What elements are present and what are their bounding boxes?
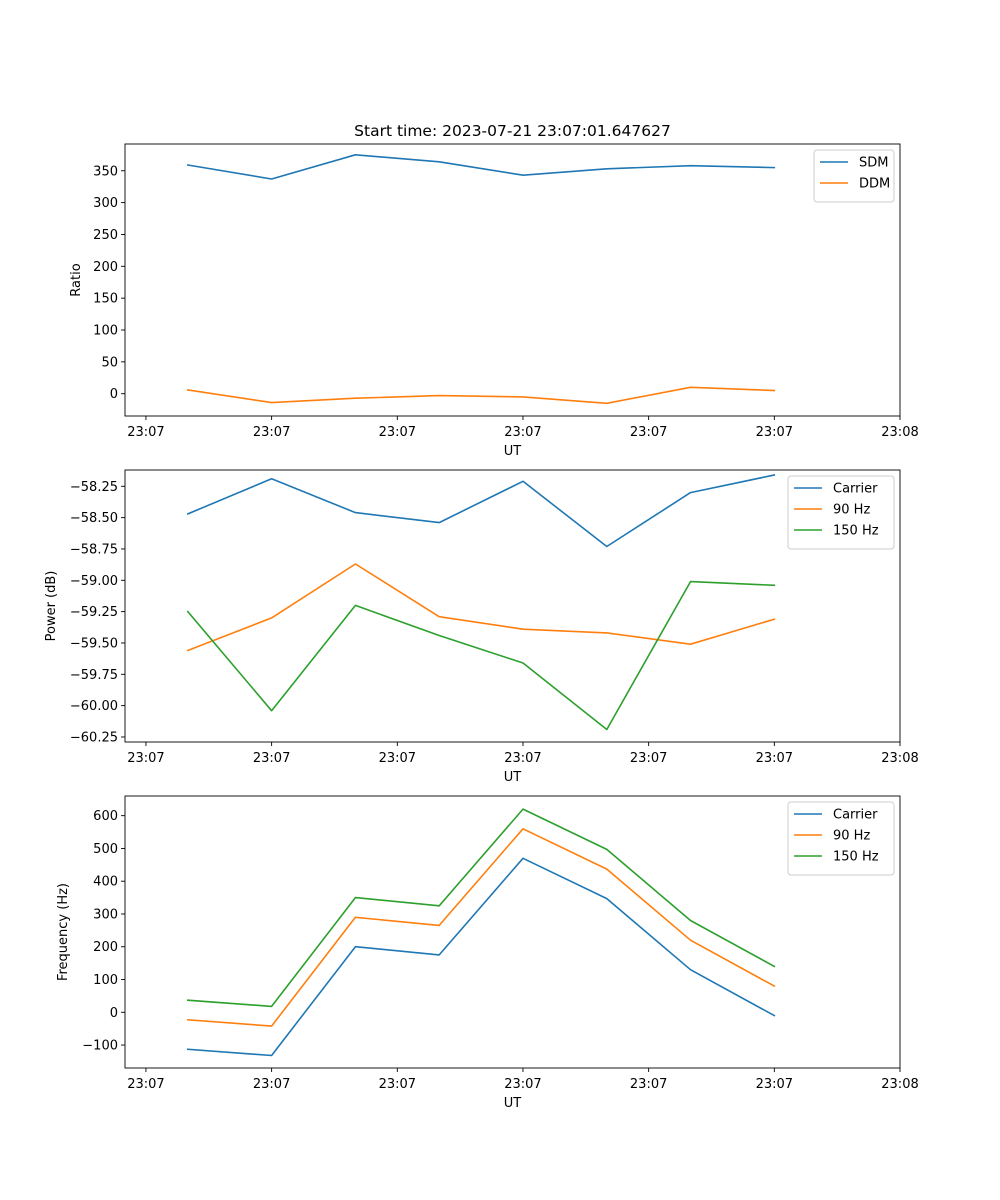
x-tick-label: 23:07 bbox=[127, 425, 164, 440]
y-tick-label: −100 bbox=[82, 1039, 118, 1054]
x-tick-label: 23:07 bbox=[756, 425, 793, 440]
x-tick-label: 23:07 bbox=[127, 751, 164, 766]
x-tick-label: 23:07 bbox=[379, 425, 416, 440]
y-tick-label: −59.25 bbox=[70, 605, 118, 620]
series-line-90-hz bbox=[186, 563, 776, 652]
y-tick-label: 0 bbox=[110, 387, 118, 402]
series-line-150-hz bbox=[186, 580, 776, 731]
y-axis-label: Power (dB) bbox=[44, 571, 59, 642]
y-axis-label: Ratio bbox=[69, 263, 84, 296]
x-axis-label: UT bbox=[504, 444, 522, 459]
y-tick-label: −58.50 bbox=[70, 511, 118, 526]
legend-entry-label: Carrier bbox=[833, 808, 878, 823]
y-tick-label: −58.75 bbox=[70, 542, 118, 557]
chart-title: Start time: 2023-07-21 23:07:01.647627 bbox=[354, 122, 671, 140]
y-tick-label: 100 bbox=[93, 973, 118, 988]
axes-frame bbox=[124, 143, 901, 417]
y-tick-label: 150 bbox=[93, 292, 118, 307]
y-tick-label: 50 bbox=[101, 355, 118, 370]
legend-entry-label: 90 Hz bbox=[833, 829, 870, 844]
series-line-carrier bbox=[186, 857, 776, 1057]
x-tick-label: 23:07 bbox=[253, 751, 290, 766]
x-axis-label: UT bbox=[504, 1096, 522, 1111]
legend-entry-label: SDM bbox=[859, 156, 888, 171]
legend-box bbox=[813, 149, 895, 203]
legend-entry-label: Carrier bbox=[833, 482, 878, 497]
legend-entry-label: 150 Hz bbox=[833, 524, 879, 539]
x-tick-label: 23:08 bbox=[881, 1077, 918, 1092]
series-line-sdm bbox=[186, 154, 776, 180]
y-tick-label: −59.00 bbox=[70, 574, 118, 589]
legend-entry-label: 150 Hz bbox=[833, 850, 879, 865]
x-tick-label: 23:07 bbox=[504, 425, 541, 440]
series-line-carrier bbox=[186, 474, 776, 548]
y-tick-label: 200 bbox=[93, 260, 118, 275]
series-line-ddm bbox=[186, 386, 776, 405]
y-tick-label: 200 bbox=[93, 940, 118, 955]
legend: Carrier 90 Hz 150 Hz bbox=[787, 801, 895, 876]
x-tick-label: 23:07 bbox=[504, 751, 541, 766]
y-tick-label: −60.00 bbox=[70, 699, 118, 714]
x-axis-label: UT bbox=[504, 770, 522, 785]
x-tick-label: 23:07 bbox=[253, 425, 290, 440]
y-tick-label: 250 bbox=[93, 228, 118, 243]
x-tick-label: 23:07 bbox=[127, 1077, 164, 1092]
y-tick-label: 300 bbox=[93, 907, 118, 922]
x-tick-label: 23:08 bbox=[881, 425, 918, 440]
x-tick-label: 23:07 bbox=[756, 1077, 793, 1092]
x-tick-label: 23:07 bbox=[504, 1077, 541, 1092]
axes-frame bbox=[124, 795, 901, 1069]
x-tick-label: 23:07 bbox=[379, 1077, 416, 1092]
subplot-3: −100 0 100 200 300 400 500 600 23:07 23:07 23:07 23… bbox=[56, 795, 919, 1111]
x-tick-label: 23:07 bbox=[379, 751, 416, 766]
y-axis-label: Frequency (Hz) bbox=[56, 883, 71, 981]
y-tick-label: 600 bbox=[93, 809, 118, 824]
subplot-1: Start time: 2023-07-21 23:07:01.647627 0 5… bbox=[69, 122, 919, 459]
legend: Carrier 90 Hz 150 Hz bbox=[787, 475, 895, 550]
series-line-150-hz bbox=[186, 808, 776, 1008]
y-tick-label: 500 bbox=[93, 842, 118, 857]
y-tick-label: −58.25 bbox=[70, 480, 118, 495]
y-tick-label: −60.25 bbox=[70, 730, 118, 745]
x-tick-label: 23:07 bbox=[630, 425, 667, 440]
series-line-90-hz bbox=[186, 827, 776, 1027]
x-tick-label: 23:07 bbox=[630, 1077, 667, 1092]
x-tick-label: 23:07 bbox=[756, 751, 793, 766]
x-tick-label: 23:07 bbox=[253, 1077, 290, 1092]
axes-frame bbox=[124, 469, 901, 743]
legend-entry-label: 90 Hz bbox=[833, 503, 870, 518]
legend-entry-label: DDM bbox=[859, 177, 890, 192]
x-tick-label: 23:07 bbox=[630, 751, 667, 766]
y-tick-label: 350 bbox=[93, 164, 118, 179]
y-tick-label: −59.75 bbox=[70, 668, 118, 683]
y-tick-label: 300 bbox=[93, 196, 118, 211]
legend: SDM DDM bbox=[813, 149, 895, 203]
x-tick-label: 23:08 bbox=[881, 751, 918, 766]
subplot-2: −60.25 −60.00 −59.75 −59.50 −59.25 −59.00 −58.… bbox=[44, 469, 919, 785]
y-tick-label: 100 bbox=[93, 324, 118, 339]
y-tick-label: −59.50 bbox=[70, 636, 118, 651]
y-tick-label: 400 bbox=[93, 875, 118, 890]
y-tick-label: 0 bbox=[110, 1006, 118, 1021]
